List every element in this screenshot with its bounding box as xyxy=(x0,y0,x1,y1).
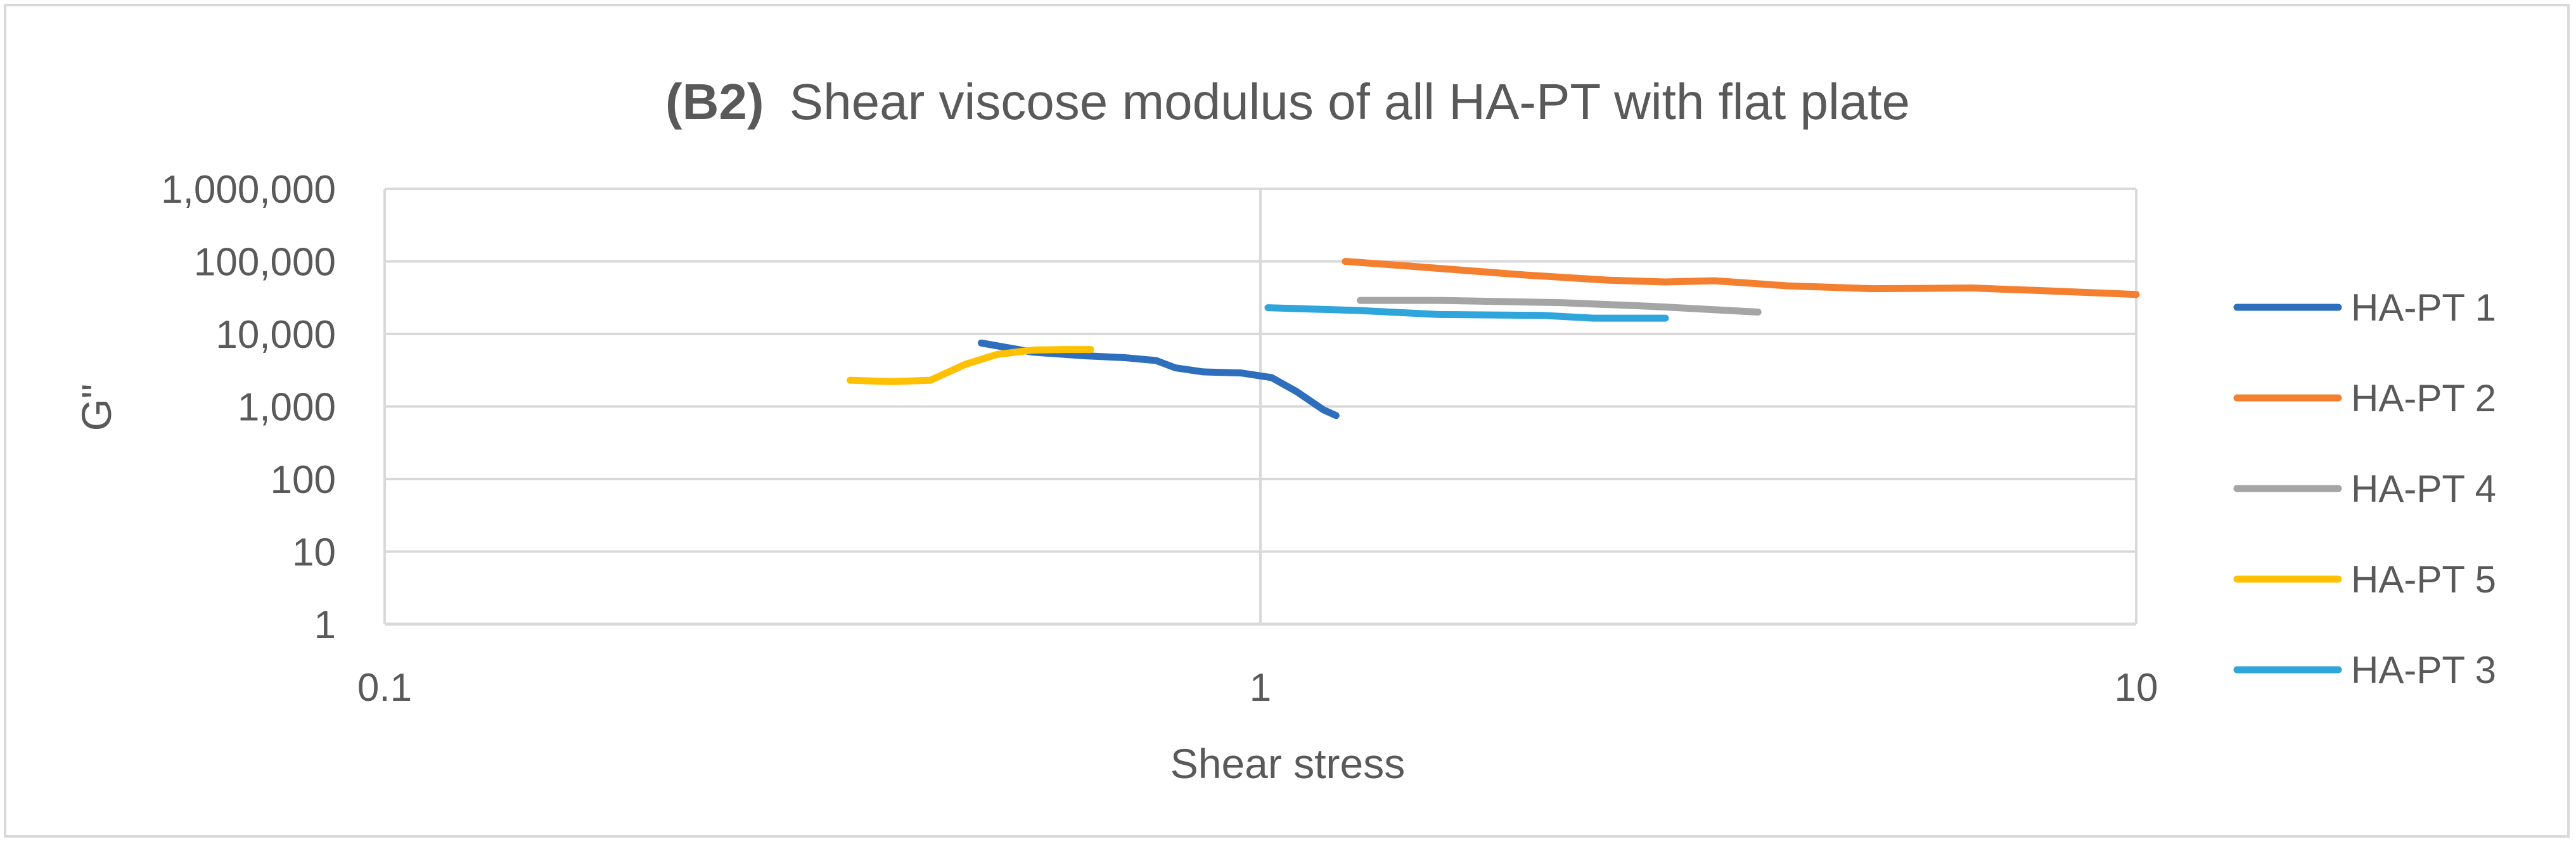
legend-label-5: HA-PT 3 xyxy=(2351,649,2496,691)
x-tick-label: 10 xyxy=(2115,666,2158,710)
chart-frame xyxy=(4,4,2570,838)
legend-label-3: HA-PT 4 xyxy=(2351,468,2496,510)
y-tick-label: 1,000,000 xyxy=(161,168,336,212)
grid-lines xyxy=(383,188,2137,624)
x-tick-label: 0.1 xyxy=(357,666,412,710)
y-tick-label: 100,000 xyxy=(194,241,336,285)
chart-title-prefix: (B2) xyxy=(665,74,764,130)
chart-title: (B2) Shear viscose modulus of all HA-PT … xyxy=(665,74,1910,130)
legend-label-2: HA-PT 2 xyxy=(2351,377,2496,419)
y-tick-label: 10 xyxy=(292,531,336,575)
series-line-1 xyxy=(978,339,1340,419)
y-tick-label: 1,000 xyxy=(238,386,336,430)
y-tick-label: 100 xyxy=(271,458,336,502)
series-group xyxy=(847,258,2140,419)
y-tick-label: 1 xyxy=(314,603,336,647)
y-tick-label: 10,000 xyxy=(215,313,336,357)
x-tick-label: 1 xyxy=(1250,666,1271,710)
legend-label-1: HA-PT 1 xyxy=(2351,286,2496,329)
y-axis-label: G" xyxy=(73,384,120,432)
x-axis-ticks: 0.1 1 10 xyxy=(357,666,2158,710)
legend: HA-PT 1 HA-PT 2 HA-PT 4 HA-PT 5 HA-PT 3 xyxy=(2233,286,2496,691)
series-line-2 xyxy=(1342,258,2140,298)
chart-title-text: Shear viscose modulus of all HA-PT with … xyxy=(790,74,1910,130)
x-axis-label: Shear stress xyxy=(1170,740,1405,787)
legend-label-4: HA-PT 5 xyxy=(2351,558,2496,601)
series-line-4 xyxy=(847,346,1094,385)
y-axis-ticks: 1 10 100 1,000 10,000 100,000 1,000,000 xyxy=(161,168,336,647)
series-line-5 xyxy=(1264,304,1669,322)
series-line-3 xyxy=(1357,297,1762,316)
